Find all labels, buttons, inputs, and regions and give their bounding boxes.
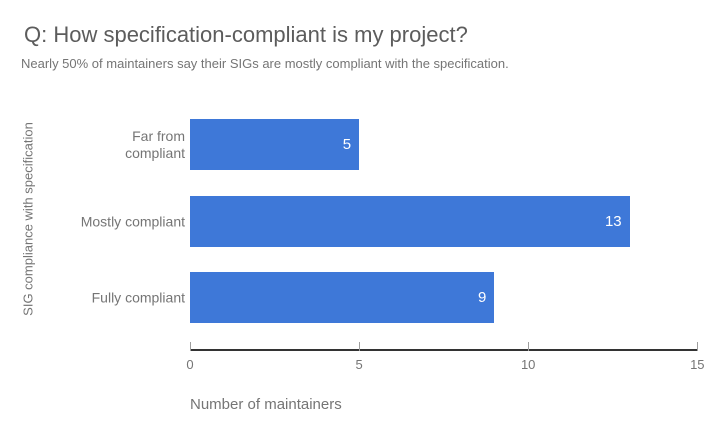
category-label: Far from compliant <box>125 127 185 161</box>
bar: 9 <box>190 272 495 323</box>
bar-value-label: 13 <box>604 213 622 230</box>
x-axis-tick-label: 15 <box>690 357 705 372</box>
x-axis-tick-mark <box>528 342 530 351</box>
x-axis-tick-label: 5 <box>355 357 363 372</box>
x-axis-tick-mark <box>359 342 361 351</box>
x-axis-tick-mark <box>190 342 191 351</box>
bar: 13 <box>190 196 630 247</box>
bar-value-label: 5 <box>342 136 352 153</box>
category-label: Mostly compliant <box>80 213 185 229</box>
bar: 5 <box>190 119 360 170</box>
category-label: Fully compliant <box>91 289 185 305</box>
x-axis-tick-label: 0 <box>186 357 194 372</box>
chart-subtitle: Nearly 50% of maintainers say their SIGs… <box>21 56 509 71</box>
bar-value-label: 9 <box>478 289 487 306</box>
x-axis-title: Number of maintainers <box>190 396 342 413</box>
x-axis-tick-mark <box>697 342 699 351</box>
x-axis-tick-label: 10 <box>520 357 536 372</box>
x-axis-line <box>190 349 698 351</box>
y-axis-title: SIG compliance with specification <box>20 122 36 316</box>
chart-title: Q: How specification-compliant is my pro… <box>24 22 468 47</box>
